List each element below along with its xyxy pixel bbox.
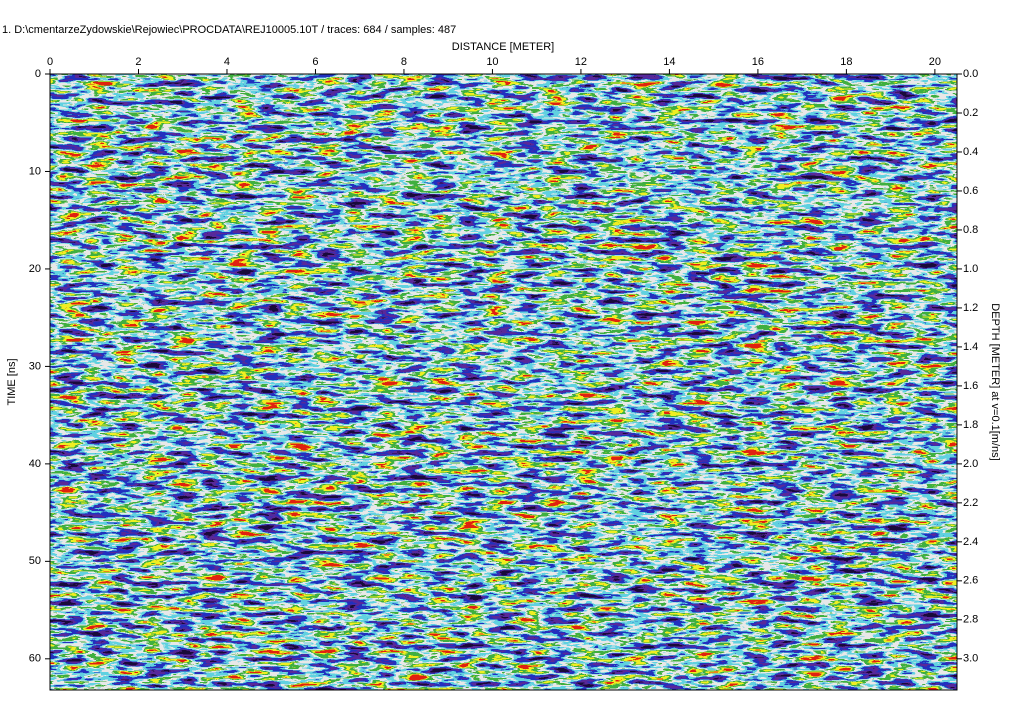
- y2-tick-label: 2.4: [963, 536, 978, 548]
- y2-tick-label: 0.6: [963, 185, 978, 197]
- y-tick-label: 50: [29, 555, 41, 567]
- y2-tick-label: 3.0: [963, 653, 978, 665]
- y2-tick-label: 1.4: [963, 341, 978, 353]
- x-tick-label: 16: [752, 56, 764, 68]
- y-tick-label: 30: [29, 360, 41, 372]
- x-tick-label: 14: [663, 56, 675, 68]
- y-tick-label: 40: [29, 458, 41, 470]
- y2-tick-label: 2.2: [963, 497, 978, 509]
- y-tick-label: 0: [35, 68, 41, 80]
- y2-tick-label: 1.6: [963, 380, 978, 392]
- x-tick-label: 6: [312, 56, 318, 68]
- x-tick-label: 12: [575, 56, 587, 68]
- y2-tick-label: 1.0: [963, 263, 978, 275]
- y2-tick-label: 0.8: [963, 224, 978, 236]
- x-axis-label: DISTANCE [METER]: [452, 41, 554, 53]
- y-tick-label: 20: [29, 263, 41, 275]
- x-tick-label: 18: [840, 56, 852, 68]
- x-tick-label: 0: [47, 56, 53, 68]
- radargram-image: [50, 74, 957, 690]
- y2-tick-label: 2.6: [963, 575, 978, 587]
- y-tick-label: 60: [29, 653, 41, 665]
- x-tick-label: 4: [224, 56, 230, 68]
- y2-tick-label: 0.2: [963, 107, 978, 119]
- y2-tick-label: 1.8: [963, 419, 978, 431]
- y2-tick-label: 2.0: [963, 458, 978, 470]
- y2-tick-label: 0.0: [963, 68, 978, 80]
- y-tick-label: 10: [29, 165, 41, 177]
- x-tick-label: 20: [929, 56, 941, 68]
- y2-tick-label: 0.4: [963, 146, 978, 158]
- x-tick-label: 8: [401, 56, 407, 68]
- y2-tick-label: 1.2: [963, 302, 978, 314]
- title: 1. D:\cmentarzeZydowskie\Rejowiec\PROCDA…: [2, 24, 456, 36]
- y2-tick-label: 2.8: [963, 614, 978, 626]
- x-tick-label: 10: [486, 56, 498, 68]
- plot-frame: [49, 73, 958, 691]
- x-tick-label: 2: [135, 56, 141, 68]
- y-axis-label: TIME [ns]: [6, 358, 18, 405]
- y2-axis-label: DEPTH [METER] at v=0.1[m/ns]: [989, 303, 1001, 460]
